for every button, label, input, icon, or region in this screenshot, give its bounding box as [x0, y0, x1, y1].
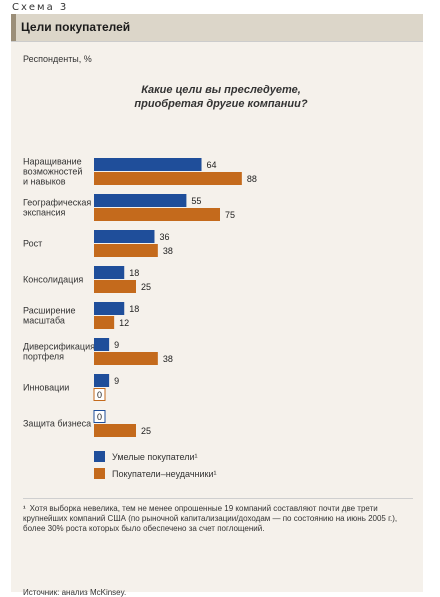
footnote-text: Хотя выборка невелика, тем не менее опро…: [23, 504, 398, 533]
data-label: 38: [163, 354, 173, 364]
bar: [94, 280, 136, 293]
bar: [94, 266, 125, 279]
data-label: 9: [114, 340, 119, 350]
category-label: Географическая экспансия: [23, 198, 91, 218]
data-label: 18: [129, 268, 139, 278]
source-note: Источник: анализ McKinsey.: [23, 588, 127, 597]
legend-swatch: [94, 468, 105, 479]
respondents-note: Респонденты, %: [23, 54, 92, 64]
category-label: Диверсификация портфеля: [23, 342, 95, 362]
data-label: 36: [159, 232, 169, 242]
bar: [94, 194, 187, 207]
data-label: 9: [114, 376, 119, 386]
data-label: 64: [207, 160, 217, 170]
footnote-marker: ¹: [23, 504, 26, 513]
data-label: 18: [129, 304, 139, 314]
legend-label: Умелые покупатели¹: [112, 452, 198, 462]
data-label: 75: [225, 210, 235, 220]
bar: [94, 230, 155, 243]
data-label: 12: [119, 318, 129, 328]
category-label: Защита бизнеса: [23, 419, 91, 429]
category-label: Расширение масштаба: [23, 306, 75, 326]
figure-panel: Цели покупателей Респонденты, % Какие це…: [11, 14, 423, 597]
figure-label: Схема 3: [12, 2, 69, 13]
bar: [94, 208, 220, 221]
bar: [94, 244, 158, 257]
data-label: 38: [163, 246, 173, 256]
bar: [94, 424, 136, 437]
bar: [94, 302, 125, 315]
question-line-2: приобретая другие компании?: [134, 98, 308, 110]
category-label: Инновации: [23, 383, 69, 393]
bar-zero: [93, 388, 106, 401]
bar: [94, 172, 242, 185]
bar-zero: [93, 410, 106, 423]
data-label: 88: [247, 174, 257, 184]
chart-question: Какие цели вы преследуете, приобретая др…: [71, 83, 371, 111]
category-label: Наращивание возможностей и навыков: [23, 157, 82, 187]
title-accent: [11, 14, 16, 41]
legend-swatch: [94, 451, 105, 462]
footnote-divider: [23, 498, 413, 499]
data-label: 0: [97, 390, 102, 400]
category-label: Консолидация: [23, 275, 83, 285]
data-label: 25: [141, 426, 151, 436]
footnote: ¹ Хотя выборка невелика, тем не менее опр…: [23, 504, 403, 534]
legend-label: Покупатели–неудачники¹: [112, 469, 217, 479]
bar: [94, 374, 110, 387]
question-line-1: Какие цели вы преследуете,: [141, 84, 301, 96]
data-label: 25: [141, 282, 151, 292]
data-label: 0: [97, 412, 102, 422]
bar: [94, 338, 110, 351]
figure-title: Цели покупателей: [21, 20, 131, 34]
bar-chart: Наращивание возможностей и навыков 64 88 Геог…: [23, 157, 257, 479]
category-label: Рост: [23, 239, 42, 249]
data-label: 55: [191, 196, 201, 206]
bar: [94, 158, 202, 171]
title-bar: Цели покупателей: [11, 14, 423, 42]
bar: [94, 352, 158, 365]
bar: [94, 316, 115, 329]
